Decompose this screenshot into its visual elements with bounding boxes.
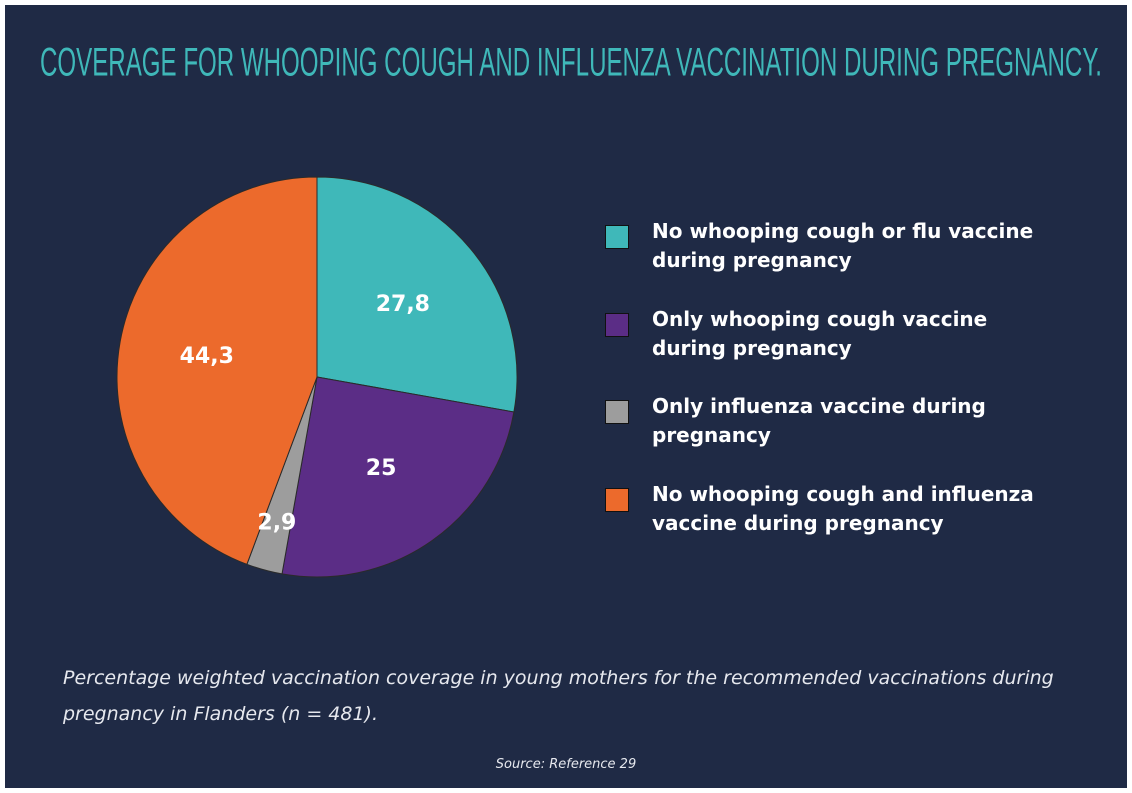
pie-slice — [281, 376, 515, 578]
data-label: 2,9 — [257, 511, 296, 536]
caption: Percentage weighted vaccination coverage… — [63, 667, 1054, 725]
legend-label: No whooping cough and influenza vaccine … — [652, 481, 1034, 535]
legend-label: Only influenza vaccine during pregnancy — [652, 394, 986, 447]
legend-item: Only whooping cough vaccine during pregn… — [605, 305, 1075, 375]
legend-label: No whooping cough or flu vaccine during … — [652, 219, 1034, 272]
legend-swatch — [605, 400, 629, 424]
data-label: 27,8 — [376, 292, 430, 317]
pie-slice — [116, 176, 318, 565]
data-label: 44,3 — [180, 344, 234, 369]
legend-swatch — [605, 225, 629, 249]
chart-svg: COVERAGE FOR WHOOPING COUGH AND INFLUENZ… — [40, 41, 1102, 578]
legend-label: Only whooping cough vaccine during pregn… — [652, 306, 988, 360]
source: Source: Reference 29 — [495, 757, 637, 772]
legend-swatch — [605, 312, 629, 337]
chart: COVERAGE FOR WHOOPING COUGH AND INFLUENZ… — [5, 5, 1127, 788]
legend-swatch — [605, 487, 629, 512]
data-label: 25 — [366, 456, 397, 481]
legend-item: Only influenza vaccine during pregnancy — [605, 392, 1075, 462]
legend-item: No whooping cough or flu vaccine during … — [605, 217, 1075, 287]
legend-item: No whooping cough and influenza vaccine … — [605, 480, 1075, 550]
chart-title: COVERAGE FOR WHOOPING COUGH AND INFLUENZ… — [40, 41, 1102, 85]
pie-slice — [316, 176, 518, 413]
